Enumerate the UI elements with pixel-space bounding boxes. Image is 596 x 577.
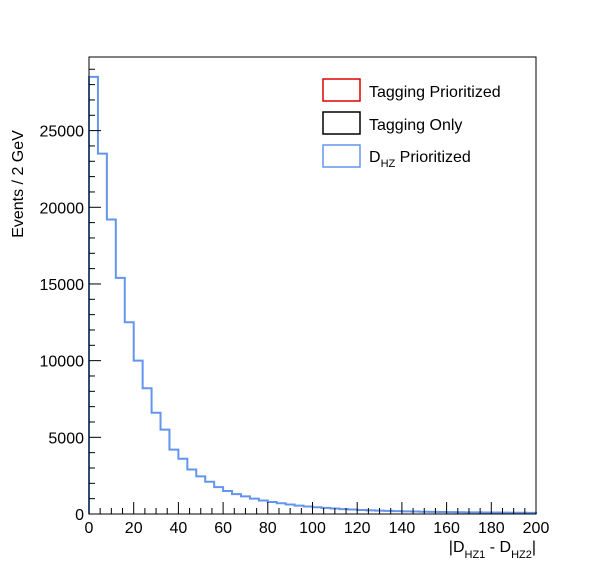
legend-label-dhz-prioritized: DHZ Prioritized xyxy=(369,149,471,170)
histogram-bin xyxy=(116,278,125,514)
histogram-bin xyxy=(107,220,116,514)
histogram-bin xyxy=(232,494,241,514)
histogram-bin xyxy=(295,506,304,514)
histogram-bin xyxy=(89,77,98,514)
x-tick-label: 180 xyxy=(478,520,505,537)
histogram-bin xyxy=(304,506,313,514)
x-tick-label: 20 xyxy=(125,520,143,537)
x-tick-label: 40 xyxy=(170,520,188,537)
histogram-bin xyxy=(143,388,152,514)
histogram-bin xyxy=(134,361,143,514)
histogram-bin xyxy=(313,507,322,514)
x-axis-title: |DHZ1 - DHZ2| xyxy=(449,539,536,561)
legend-swatch-tagging-prioritized xyxy=(322,78,361,102)
x-tick-label: 120 xyxy=(344,520,371,537)
x-tick-label: 80 xyxy=(259,520,277,537)
histogram-bin xyxy=(277,503,286,514)
histogram-bin xyxy=(187,470,196,514)
histogram-bin xyxy=(268,502,277,514)
legend-label-dhz-part-2: Prioritized xyxy=(395,149,471,166)
x-tick-label: 160 xyxy=(433,520,460,537)
x-axis-title-part-1: |D xyxy=(449,539,465,556)
legend-label-tagging-only: Tagging Only xyxy=(369,117,462,134)
legend: Tagging Prioritized Tagging Only DHZ Pri… xyxy=(322,78,501,170)
legend-label-dhz-sub: HZ xyxy=(381,158,396,170)
y-tick-label: 25000 xyxy=(40,124,85,141)
y-tick-label: 5000 xyxy=(48,430,84,447)
histogram-bin xyxy=(214,487,223,514)
x-tick-label: 200 xyxy=(523,520,550,537)
histogram-bin xyxy=(259,501,268,514)
legend-swatch-tagging-only xyxy=(322,111,361,135)
histogram-bin xyxy=(178,459,187,514)
x-tick-label: 0 xyxy=(85,520,94,537)
histogram-bin xyxy=(161,430,170,514)
histogram-bin xyxy=(169,450,178,514)
y-tick-label: 0 xyxy=(75,507,84,524)
histogram-bin xyxy=(223,491,232,514)
legend-swatch-dhz-prioritized xyxy=(322,144,361,168)
x-axis-title-part-3: | xyxy=(532,539,536,556)
histogram-bin xyxy=(152,413,161,514)
histogram-bin xyxy=(125,322,134,514)
legend-label-tagging-prioritized: Tagging Prioritized xyxy=(369,84,501,101)
y-axis-title: Events / 2 GeV xyxy=(10,130,27,238)
x-tick-label: 60 xyxy=(214,520,232,537)
x-tick-label: 100 xyxy=(299,520,326,537)
y-tick-label: 20000 xyxy=(40,200,85,217)
x-tick-label: 140 xyxy=(389,520,416,537)
x-axis-title-sub-1: HZ1 xyxy=(465,549,486,561)
x-axis-title-part-2: - D xyxy=(485,539,511,556)
y-tick-label: 15000 xyxy=(40,277,85,294)
y-tick-label: 10000 xyxy=(40,354,85,371)
x-axis-title-sub-2: HZ2 xyxy=(511,549,532,561)
legend-label-dhz-part-1: D xyxy=(369,149,381,166)
histogram-bin xyxy=(250,499,259,514)
histogram-bin xyxy=(205,482,214,514)
